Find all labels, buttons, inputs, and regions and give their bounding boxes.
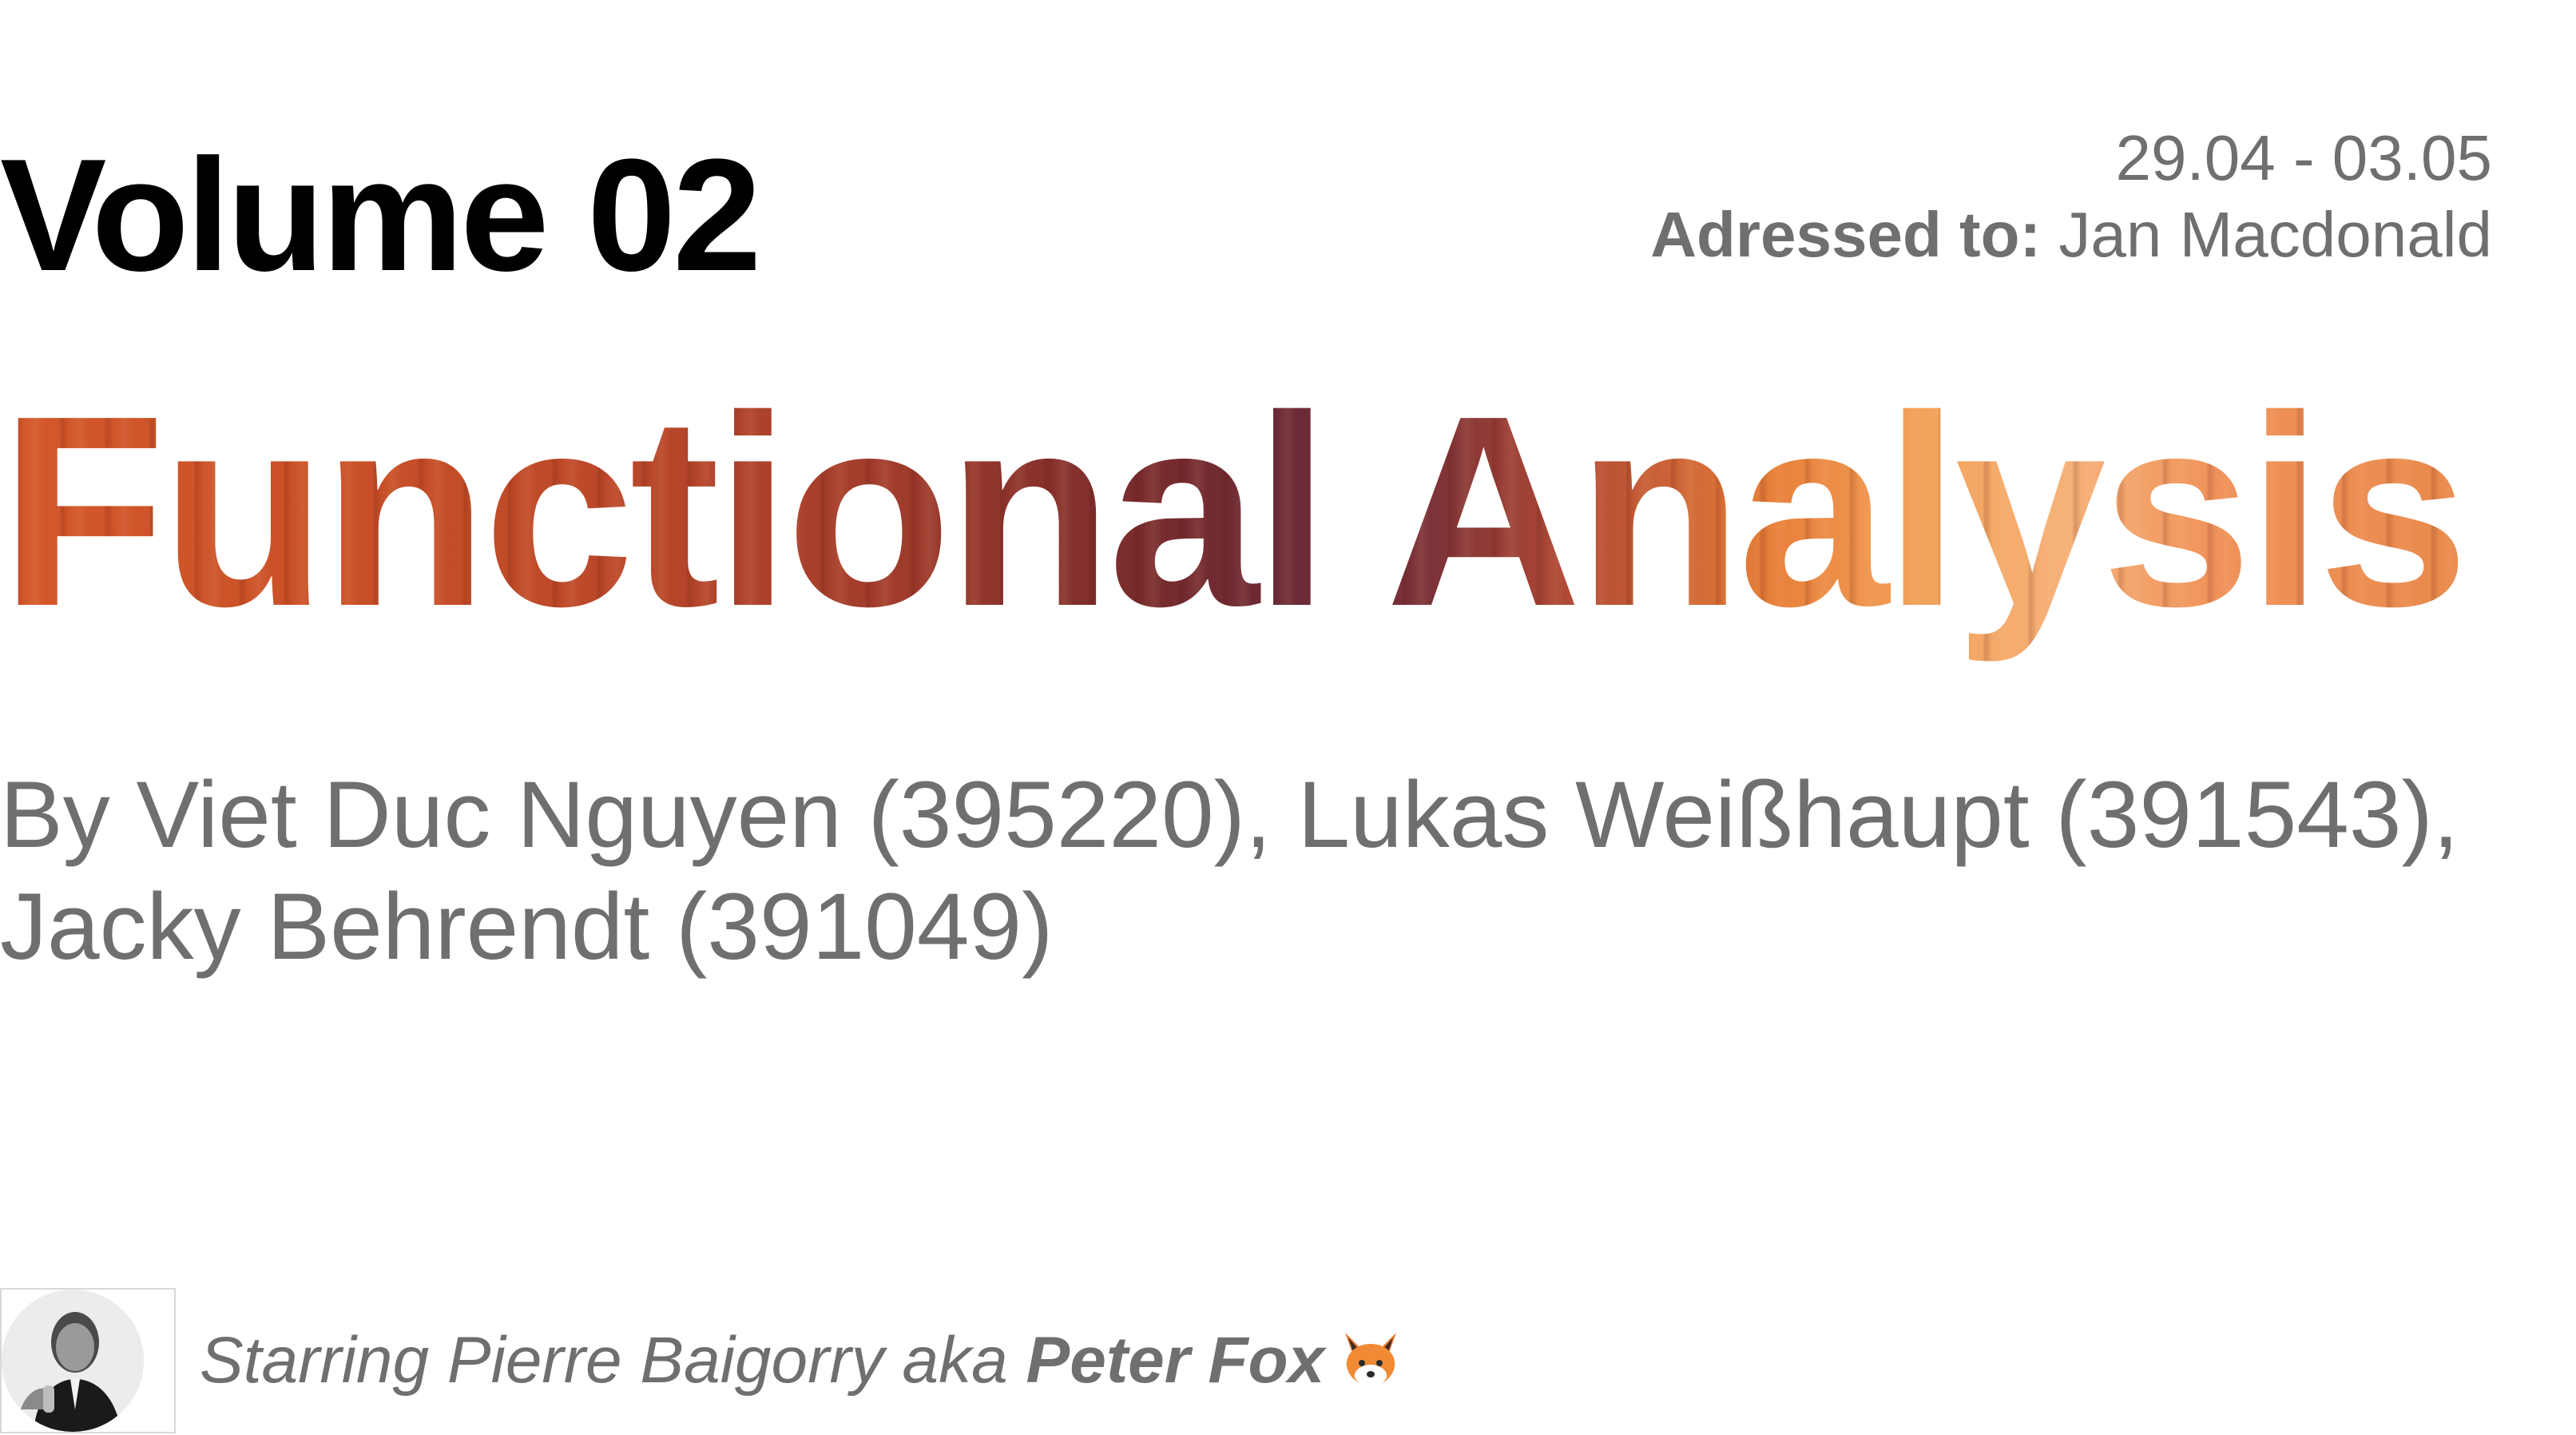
authors-line-2: Jacky Behrendt (391049): [0, 874, 1054, 980]
portrait-photo: [2, 1290, 144, 1432]
authors: By Viet Duc Nguyen (395220), Lukas Weißh…: [0, 759, 2516, 983]
addressed-label: Adressed to:: [1650, 199, 2042, 270]
addressed-name: Jan Macdonald: [2041, 199, 2492, 270]
starring-credit: Starring Pierre Baigorry aka Peter Fox: [200, 1321, 1403, 1401]
authors-line-1: By Viet Duc Nguyen (395220), Lukas Weißh…: [0, 762, 2459, 868]
fox-icon: [1339, 1328, 1403, 1392]
volume-title: Volume 02: [0, 126, 762, 304]
avatar: [2, 1290, 144, 1432]
date-range: 29.04 - 03.05: [2115, 122, 2492, 193]
avatar-frame: [0, 1288, 176, 1433]
star-name: Peter Fox: [1026, 1324, 1325, 1397]
starring-prefix: Starring Pierre Baigorry aka: [200, 1324, 1026, 1397]
addressed-line: Adressed to: Jan Macdonald: [1650, 197, 2492, 273]
footer: Starring Pierre Baigorry aka Peter Fox: [0, 1286, 1403, 1435]
main-title: Functional Analysis: [0, 360, 2465, 663]
meta-block: 29.04 - 03.05 Adressed to: Jan Macdonald: [1650, 120, 2492, 273]
